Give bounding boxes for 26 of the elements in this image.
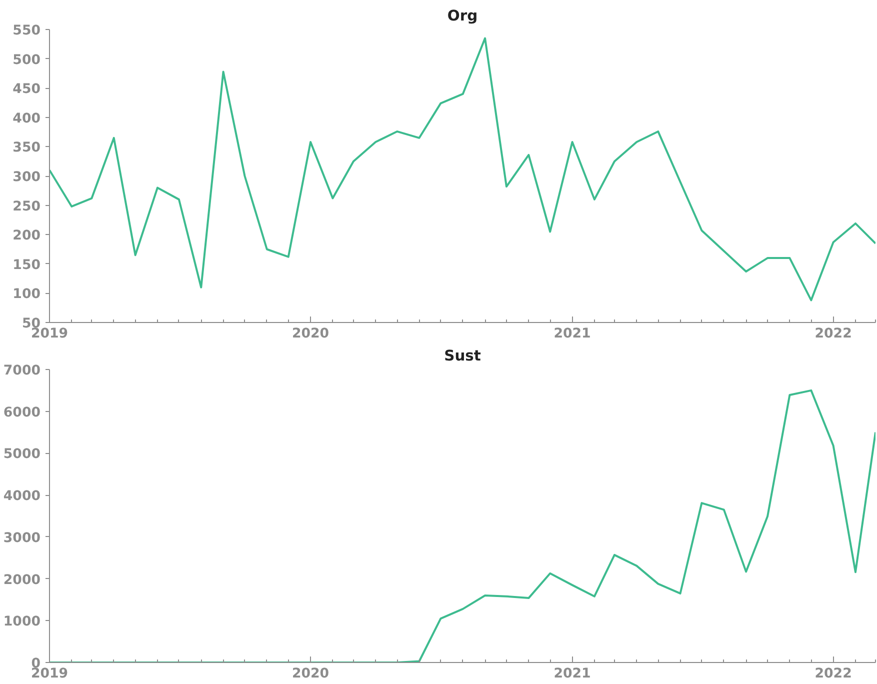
x-tick-label: 2020 bbox=[292, 666, 330, 682]
y-tick-label: 2000 bbox=[3, 572, 41, 588]
y-tick-label: 100 bbox=[12, 287, 41, 302]
y-tick-label: 350 bbox=[12, 140, 41, 156]
y-tick-label: 450 bbox=[12, 82, 41, 98]
y-tick-label: 200 bbox=[12, 228, 41, 244]
y-tick-label: 4000 bbox=[3, 489, 41, 504]
x-tick-label: 2021 bbox=[554, 666, 591, 682]
x-tick-label: 2022 bbox=[814, 326, 852, 342]
y-tick-label: 150 bbox=[12, 258, 41, 273]
y-tick-label: 7000 bbox=[3, 364, 41, 378]
y-tick-label: 300 bbox=[12, 170, 41, 185]
y-tick-label: 400 bbox=[12, 111, 41, 126]
y-tick-label: 250 bbox=[12, 199, 41, 214]
y-tick-label: 3000 bbox=[3, 530, 41, 546]
y-tick-label: 550 bbox=[12, 24, 41, 38]
chart-title: Sust bbox=[444, 348, 481, 364]
x-tick-label: 2020 bbox=[292, 326, 330, 342]
y-tick-label: 1000 bbox=[3, 614, 41, 630]
chart-title: Org bbox=[447, 8, 478, 24]
y-tick-label: 500 bbox=[12, 52, 41, 68]
x-tick-label: 2021 bbox=[554, 326, 591, 342]
x-tick-label: 2022 bbox=[814, 666, 852, 682]
line-series bbox=[50, 37, 876, 302]
y-tick-label: 5000 bbox=[3, 447, 41, 462]
y-tick-label: 6000 bbox=[3, 405, 41, 420]
